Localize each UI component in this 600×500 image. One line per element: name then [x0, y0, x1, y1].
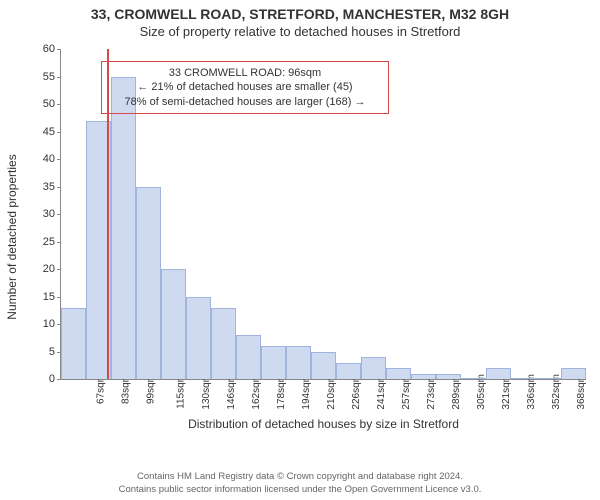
- y-tick-label: 30: [29, 208, 55, 220]
- x-tick-label: 162sqm: [251, 374, 262, 410]
- x-tick-label: 336sqm: [526, 374, 537, 410]
- x-tick-label: 178sqm: [276, 374, 287, 410]
- bar: [561, 368, 586, 379]
- bar: [186, 297, 211, 380]
- x-tick-label: 273sqm: [426, 374, 437, 410]
- y-tick-mark: [57, 104, 61, 105]
- bar: [511, 378, 536, 379]
- y-tick-mark: [57, 132, 61, 133]
- annotation-box: 33 CROMWELL ROAD: 96sqm← 21% of detached…: [101, 61, 389, 114]
- y-tick-label: 5: [29, 346, 55, 358]
- x-tick-label: 226sqm: [351, 374, 362, 410]
- y-tick-mark: [57, 49, 61, 50]
- y-tick-label: 10: [29, 318, 55, 330]
- footer: Contains HM Land Registry data © Crown c…: [0, 471, 600, 496]
- x-tick-label: 289sqm: [451, 374, 462, 410]
- bar: [311, 352, 336, 380]
- y-tick-label: 25: [29, 236, 55, 248]
- y-tick-label: 60: [29, 43, 55, 55]
- bar: [211, 308, 236, 380]
- bar: [436, 374, 461, 380]
- x-axis-label: Distribution of detached houses by size …: [61, 417, 586, 431]
- bar: [111, 77, 136, 380]
- y-tick-label: 40: [29, 153, 55, 165]
- y-tick-mark: [57, 297, 61, 298]
- y-axis-label: Number of detached properties: [5, 154, 19, 319]
- y-tick-mark: [57, 77, 61, 78]
- bar: [461, 378, 486, 379]
- y-tick-label: 35: [29, 181, 55, 193]
- y-tick-label: 0: [29, 373, 55, 385]
- bar: [261, 346, 286, 379]
- footer-line-2: Contains public sector information licen…: [0, 484, 600, 496]
- bar: [386, 368, 411, 379]
- x-tick-label: 146sqm: [226, 374, 237, 410]
- x-tick-label: 130sqm: [201, 374, 212, 410]
- bar: [361, 357, 386, 379]
- x-tick-label: 352sqm: [551, 374, 562, 410]
- x-tick-label: 115sqm: [175, 374, 186, 409]
- bar: [336, 363, 361, 380]
- y-tick-mark: [57, 379, 61, 380]
- x-tick-label: 305sqm: [476, 374, 487, 410]
- bar: [411, 374, 436, 380]
- page-title: 33, CROMWELL ROAD, STRETFORD, MANCHESTER…: [0, 0, 600, 22]
- y-tick-label: 20: [29, 263, 55, 275]
- bar: [136, 187, 161, 380]
- y-tick-mark: [57, 214, 61, 215]
- chart-container: Number of detached properties Distributi…: [0, 39, 600, 434]
- y-tick-label: 45: [29, 126, 55, 138]
- y-tick-mark: [57, 269, 61, 270]
- bar: [61, 308, 86, 380]
- annotation-line: 78% of semi-detached houses are larger (…: [110, 95, 380, 109]
- x-tick-label: 194sqm: [301, 374, 312, 410]
- x-tick-label: 321sqm: [501, 374, 512, 410]
- x-tick-label: 368sqm: [576, 374, 587, 410]
- y-tick-mark: [57, 242, 61, 243]
- x-tick-label: 210sqm: [326, 374, 337, 410]
- y-tick-label: 50: [29, 98, 55, 110]
- x-tick-label: 257sqm: [401, 374, 412, 410]
- bar: [236, 335, 261, 379]
- annotation-line: ← 21% of detached houses are smaller (45…: [110, 80, 380, 94]
- y-tick-label: 55: [29, 71, 55, 83]
- bar: [286, 346, 311, 379]
- y-tick-mark: [57, 187, 61, 188]
- bar: [536, 378, 561, 379]
- bar: [161, 269, 186, 379]
- footer-line-1: Contains HM Land Registry data © Crown c…: [0, 471, 600, 483]
- y-tick-mark: [57, 159, 61, 160]
- x-tick-label: 241sqm: [376, 374, 387, 410]
- y-tick-label: 15: [29, 291, 55, 303]
- plot-area: Distribution of detached houses by size …: [60, 49, 586, 380]
- annotation-line: 33 CROMWELL ROAD: 96sqm: [110, 66, 380, 80]
- bar: [486, 368, 511, 379]
- page-subtitle: Size of property relative to detached ho…: [0, 22, 600, 39]
